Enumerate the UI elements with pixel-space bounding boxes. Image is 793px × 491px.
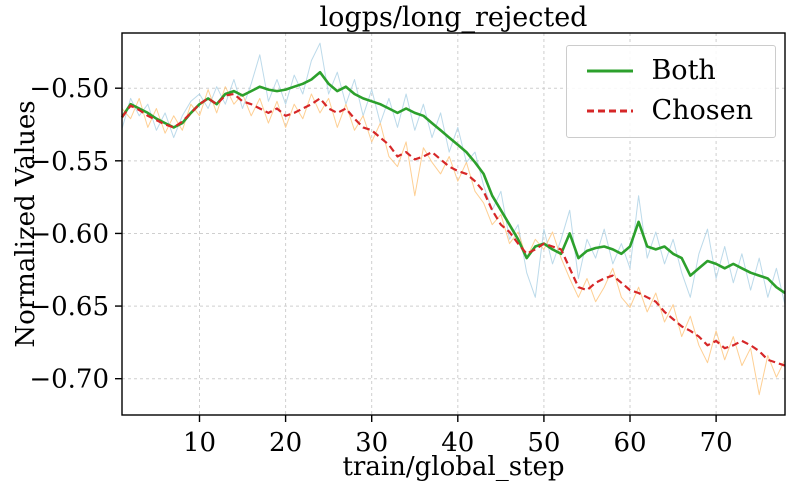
series-line-chosen [121,92,786,367]
x-tick-label: 40 [441,428,474,458]
x-tick-label: 60 [613,428,646,458]
x-tick-label: 70 [700,428,733,458]
legend-item-both: Both [585,56,753,86]
legend-item-chosen: Chosen [585,94,753,126]
y-axis-label: Normalized Values [11,100,41,348]
x-tick-label: 10 [183,428,216,458]
y-tick-label: −0.60 [29,219,109,249]
legend-line-sample-both [587,69,634,73]
x-tick-label: 30 [355,428,388,458]
axes-border [121,32,786,416]
legend-label-chosen: Chosen [651,94,753,126]
x-tick-label: 20 [269,428,302,458]
chart-title: logps/long_rejected [319,2,588,33]
y-tick-label: −0.55 [29,147,109,177]
legend-line-sample-chosen [587,109,634,113]
x-axis-label: train/global_step [342,452,565,482]
x-tick-label: 50 [527,428,560,458]
legend-label-both: Both [651,55,716,86]
y-tick-label: −0.65 [29,292,109,322]
legend: Both Chosen [566,45,776,139]
y-tick-label: −0.70 [29,365,109,395]
y-tick-label: −0.50 [29,74,109,104]
series-line-both [120,70,786,295]
